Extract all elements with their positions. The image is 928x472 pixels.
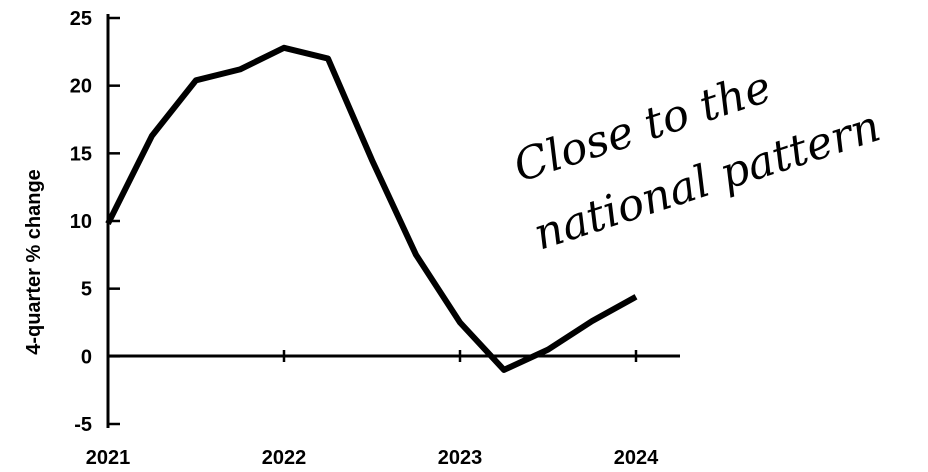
y-tick-label: 20 bbox=[70, 76, 92, 98]
y-axis: -5 0 5 10 15 20 25 4-quarter % change bbox=[23, 8, 120, 436]
series-layer bbox=[105, 44, 638, 373]
x-tick-group: 2021 2022 2023 2024 bbox=[86, 350, 659, 469]
y-tick-group: -5 0 5 10 15 20 25 bbox=[70, 8, 120, 436]
x-axis: 2021 2022 2023 2024 bbox=[86, 350, 680, 469]
y-tick-label: 15 bbox=[70, 143, 92, 165]
x-tick-label: 2021 bbox=[86, 447, 131, 469]
x-tick-label: 2024 bbox=[614, 447, 659, 469]
x-tick-label: 2022 bbox=[262, 447, 307, 469]
y-tick-label: 0 bbox=[81, 346, 92, 368]
y-axis-title: 4-quarter % change bbox=[23, 169, 45, 355]
y-tick-label: 5 bbox=[81, 279, 92, 301]
y-tick-label: -5 bbox=[74, 414, 92, 436]
y-tick-label: 25 bbox=[70, 8, 92, 30]
y-tick-label: 10 bbox=[70, 211, 92, 233]
x-tick-label: 2023 bbox=[438, 447, 483, 469]
